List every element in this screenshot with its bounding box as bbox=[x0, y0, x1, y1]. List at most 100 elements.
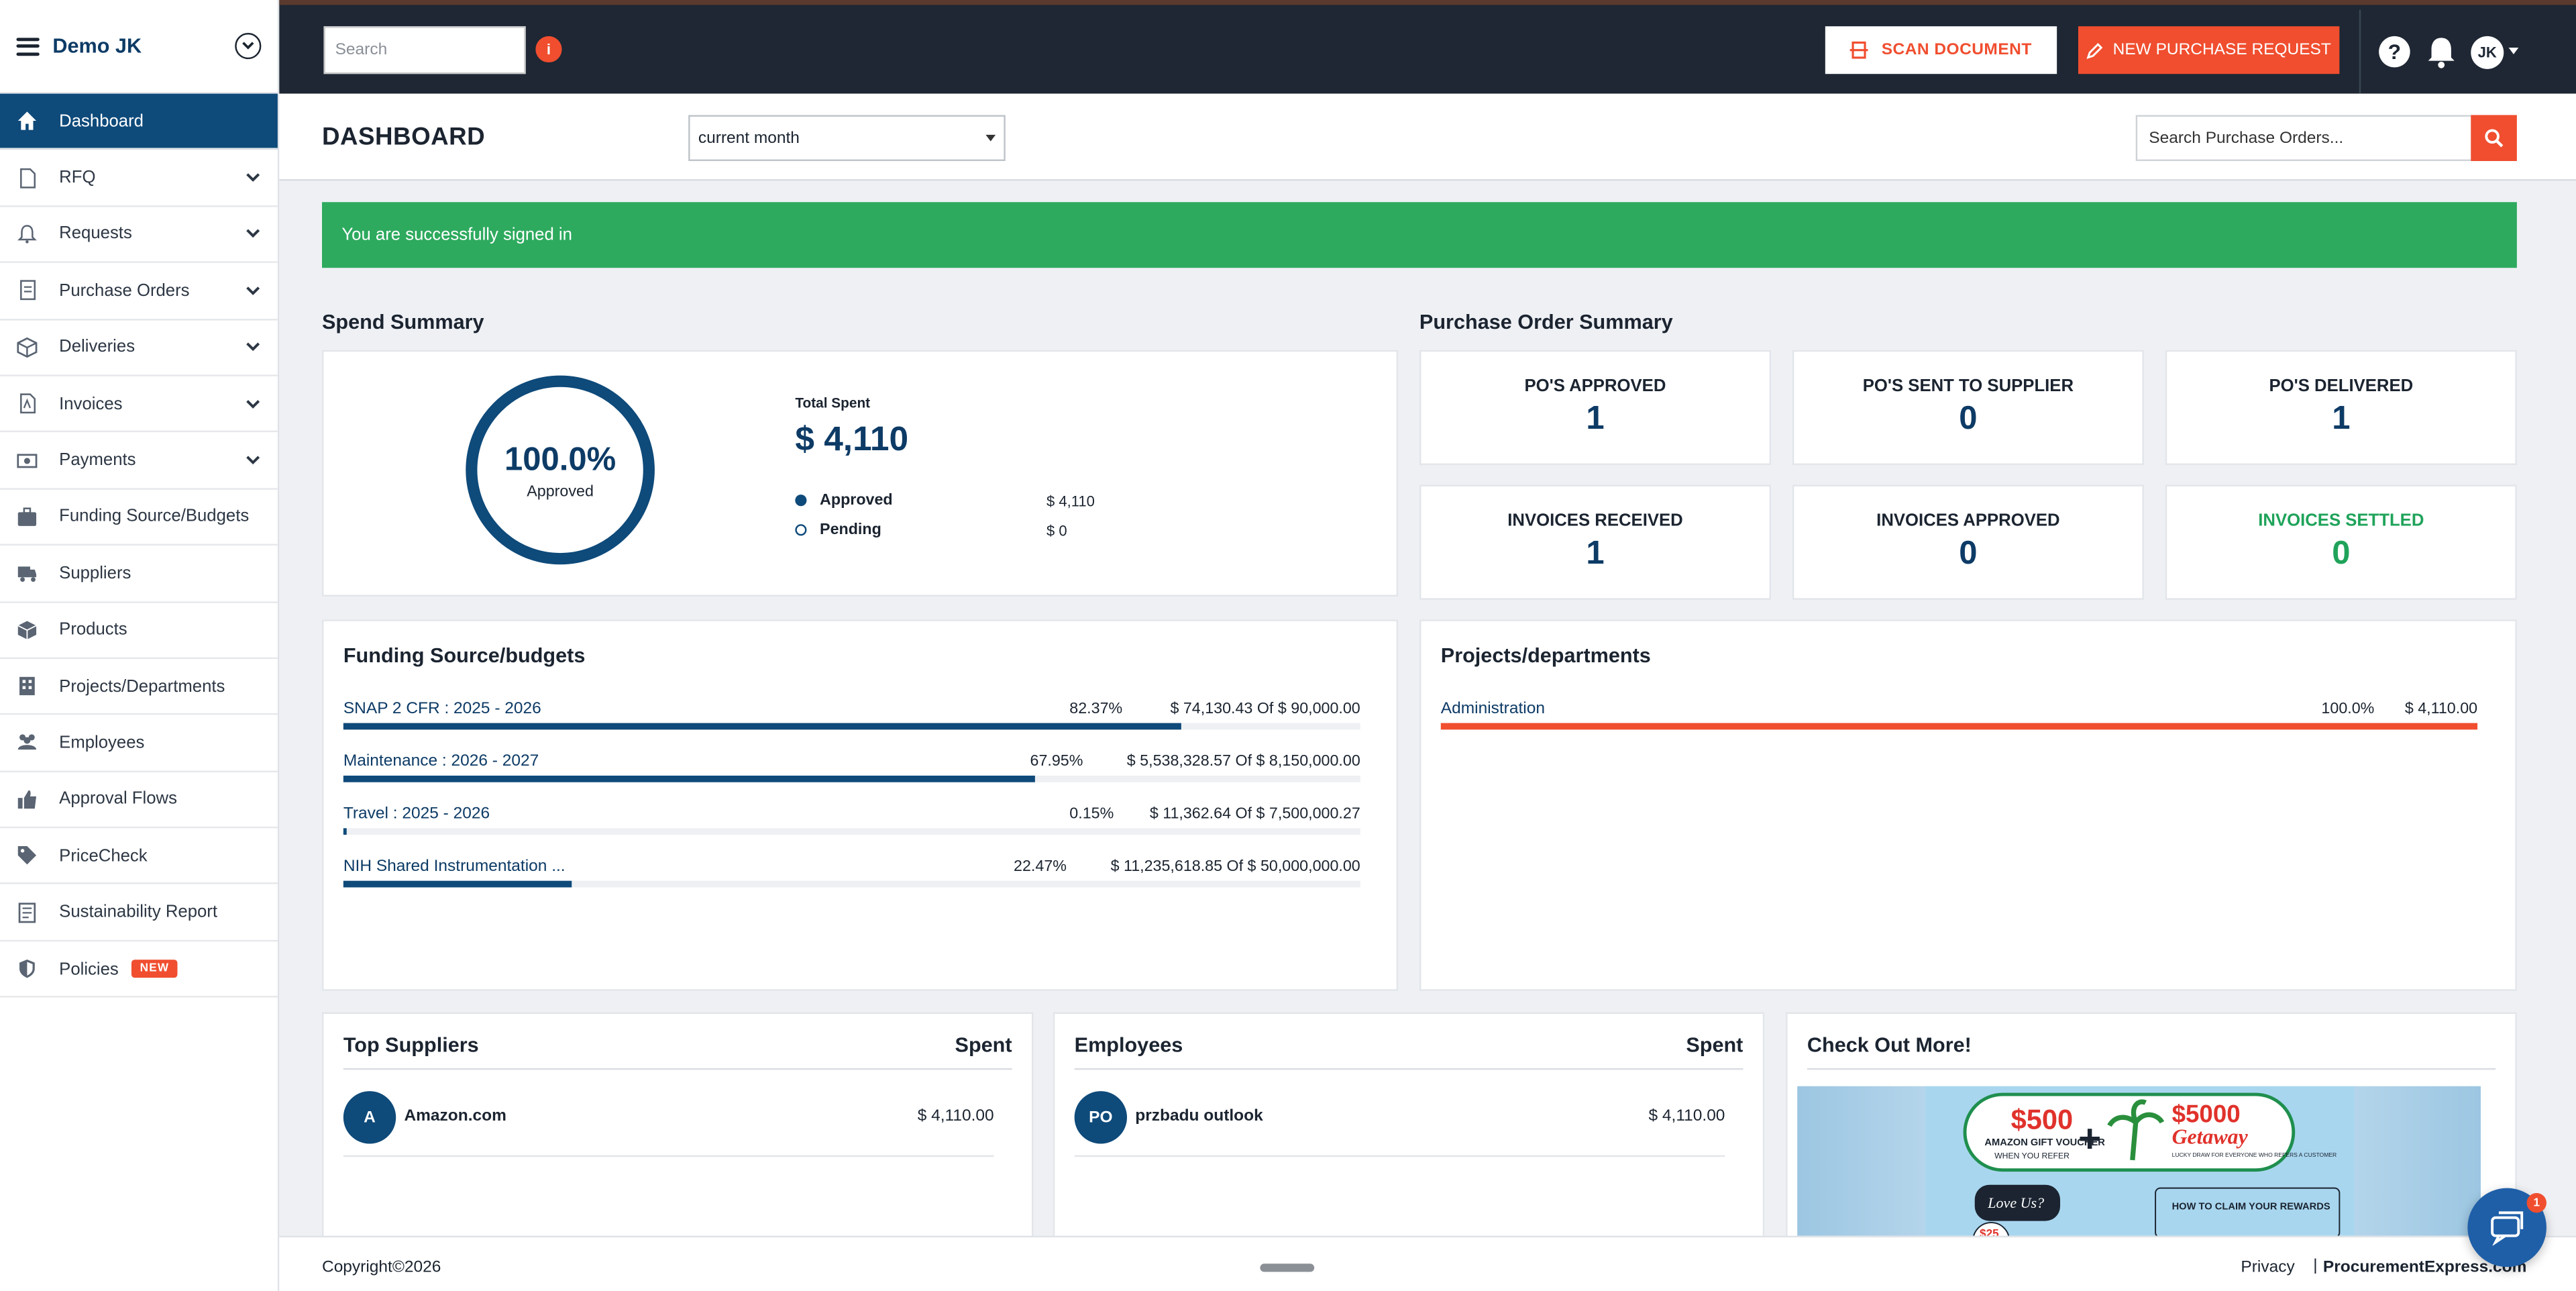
funding-name[interactable]: Travel : 2025 - 2026 bbox=[343, 805, 490, 823]
resize-handle[interactable] bbox=[1260, 1263, 1315, 1272]
top-suppliers-title: Top Suppliers bbox=[343, 1033, 479, 1057]
po-card-value: 1 bbox=[2332, 401, 2351, 437]
sidebar-item-label: Sustainability Report bbox=[59, 902, 218, 923]
sidebar-item-policies[interactable]: Policies NEW bbox=[0, 941, 278, 998]
cube-icon bbox=[16, 619, 38, 641]
employee-name[interactable]: przbadu outlook bbox=[1135, 1107, 1263, 1126]
funding-amount: $ 74,130.43 Of $ 90,000.00 bbox=[1170, 700, 1360, 719]
chevron-down-icon[interactable] bbox=[245, 282, 261, 299]
po-summary-card[interactable]: INVOICES APPROVED 0 bbox=[1792, 484, 2144, 600]
funding-name[interactable]: Maintenance : 2026 - 2027 bbox=[343, 752, 539, 771]
funding-row[interactable]: Maintenance : 2026 - 2027 67.95% $ 5,538,3… bbox=[343, 753, 1360, 786]
sidebar-item-label: Deliveries bbox=[59, 337, 136, 358]
project-row[interactable]: Administration 100.0% $ 4,110.00 bbox=[1440, 700, 2478, 733]
employees-title: Employees bbox=[1074, 1033, 1183, 1057]
chevron-down-icon[interactable] bbox=[245, 169, 261, 185]
funding-progress-fill bbox=[343, 828, 347, 835]
period-select[interactable]: current month bbox=[688, 115, 1006, 162]
project-name[interactable]: Administration bbox=[1440, 700, 1545, 719]
chevron-circle-down-icon[interactable] bbox=[235, 32, 262, 60]
po-card-label: INVOICES APPROVED bbox=[1876, 511, 2060, 531]
privacy-link[interactable]: Privacy bbox=[2241, 1258, 2295, 1277]
funding-row[interactable]: SNAP 2 CFR : 2025 - 2026 82.37% $ 74,130.4… bbox=[343, 700, 1360, 733]
help-icon[interactable]: ? bbox=[2379, 36, 2410, 68]
sidebar-item-products[interactable]: Products bbox=[0, 603, 278, 659]
info-icon[interactable]: i bbox=[535, 36, 562, 63]
sidebar-item-label: Suppliers bbox=[59, 563, 131, 583]
search-icon bbox=[2485, 129, 2504, 148]
funding-percent: 82.37% bbox=[1069, 700, 1123, 719]
sidebar-item-requests[interactable]: Requests bbox=[0, 207, 278, 264]
funding-percent: 67.95% bbox=[1030, 752, 1083, 771]
promo-getaway-amount: $5000 bbox=[2172, 1100, 2241, 1128]
footer-separator: | bbox=[2313, 1257, 2318, 1276]
new-purchase-request-button[interactable]: NEW PURCHASE REQUEST bbox=[2078, 26, 2340, 74]
scan-document-label: SCAN DOCUMENT bbox=[1881, 41, 2032, 60]
period-select-value: current month bbox=[698, 129, 800, 148]
po-search-input[interactable]: Search Purchase Orders... bbox=[2135, 115, 2473, 162]
po-summary-card[interactable]: INVOICES SETTLED 0 bbox=[2165, 484, 2517, 600]
po-summary-card[interactable]: PO'S SENT TO SUPPLIER 0 bbox=[1792, 350, 2144, 466]
po-card-value: 0 bbox=[1959, 401, 1978, 437]
sidebar-item-label-wrap: Purchase Orders bbox=[59, 280, 245, 300]
referral-promo-banner[interactable]: $500 AMAZON GIFT VOUCHER WHEN YOU REFER … bbox=[1797, 1086, 2481, 1243]
supplier-name[interactable]: Amazon.com bbox=[404, 1107, 506, 1126]
sidebar-item-projects-departments[interactable]: Projects/Departments bbox=[0, 659, 278, 716]
employee-row[interactable]: PO przbadu outlook $ 4,110.00 bbox=[1074, 1088, 1725, 1157]
funding-row[interactable]: Travel : 2025 - 2026 0.15% $ 11,362.64 Of … bbox=[343, 805, 1360, 838]
chevron-down-icon[interactable] bbox=[245, 395, 261, 411]
supplier-amount: $ 4,110.00 bbox=[917, 1107, 994, 1126]
legend-pending: Pending $ 0 bbox=[795, 521, 1067, 539]
po-summary-card[interactable]: PO'S APPROVED 1 bbox=[1419, 350, 1772, 466]
building-icon bbox=[16, 676, 38, 697]
sidebar-item-dashboard[interactable]: Dashboard bbox=[0, 93, 278, 150]
sidebar-item-pricecheck[interactable]: PriceCheck bbox=[0, 828, 278, 885]
employees-card: Employees Spent PO przbadu outlook $ 4,1… bbox=[1053, 1012, 1765, 1243]
funding-name[interactable]: NIH Shared Instrumentation ... bbox=[343, 858, 566, 876]
user-menu-caret-icon[interactable] bbox=[2508, 48, 2519, 54]
pdf-icon bbox=[16, 393, 38, 415]
promo-plus: + bbox=[2078, 1117, 2101, 1161]
chevron-down-icon[interactable] bbox=[245, 339, 261, 355]
sidebar-item-purchase-orders[interactable]: Purchase Orders bbox=[0, 263, 278, 320]
truck-icon bbox=[16, 562, 38, 584]
pencil-icon bbox=[2086, 42, 2103, 58]
notifications-bell-icon[interactable] bbox=[2425, 34, 2458, 68]
po-summary-card[interactable]: PO'S DELIVERED 1 bbox=[2165, 350, 2517, 466]
chevron-down-icon[interactable] bbox=[245, 452, 261, 468]
sidebar-item-payments[interactable]: Payments bbox=[0, 433, 278, 490]
global-search-input[interactable]: Search bbox=[323, 26, 526, 74]
sidebar-item-rfq[interactable]: RFQ bbox=[0, 150, 278, 207]
sidebar-item-invoices[interactable]: Invoices bbox=[0, 376, 278, 433]
hamburger-menu-icon[interactable] bbox=[16, 37, 40, 56]
funding-row[interactable]: NIH Shared Instrumentation ... 22.47% $ 11… bbox=[343, 858, 1360, 890]
sidebar-item-employees[interactable]: Employees bbox=[0, 715, 278, 772]
promo-getaway-label: Getaway bbox=[2172, 1125, 2249, 1149]
sidebar-item-funding-source-budgets[interactable]: Funding Source/Budgets bbox=[0, 489, 278, 546]
shield-icon bbox=[16, 958, 38, 980]
chevron-down-icon[interactable] bbox=[245, 226, 261, 242]
sidebar-item-label: Projects/Departments bbox=[59, 676, 225, 696]
po-summary-card[interactable]: INVOICES RECEIVED 1 bbox=[1419, 484, 1772, 600]
scan-document-button[interactable]: SCAN DOCUMENT bbox=[1825, 26, 2057, 74]
sidebar-item-label: Dashboard bbox=[59, 111, 144, 132]
funding-name[interactable]: SNAP 2 CFR : 2025 - 2026 bbox=[343, 700, 541, 719]
document-icon bbox=[16, 280, 38, 301]
sidebar-item-label-wrap: Requests bbox=[59, 224, 245, 244]
promo-graphic: $500 AMAZON GIFT VOUCHER WHEN YOU REFER … bbox=[1963, 1092, 2341, 1243]
user-avatar[interactable]: JK bbox=[2471, 36, 2504, 69]
po-card-label: PO'S DELIVERED bbox=[2269, 376, 2414, 397]
users-icon bbox=[16, 732, 38, 754]
po-search-button[interactable] bbox=[2471, 115, 2517, 162]
supplier-row[interactable]: A Amazon.com $ 4,110.00 bbox=[343, 1088, 994, 1157]
money-icon bbox=[16, 450, 38, 471]
sidebar-item-sustainability-report[interactable]: Sustainability Report bbox=[0, 885, 278, 941]
legend-pending-label: Pending bbox=[820, 521, 881, 539]
sidebar-item-label: Funding Source/Budgets bbox=[59, 507, 250, 527]
sidebar-item-approval-flows[interactable]: Approval Flows bbox=[0, 772, 278, 829]
sidebar-item-suppliers[interactable]: Suppliers bbox=[0, 546, 278, 603]
sidebar-item-deliveries[interactable]: Deliveries bbox=[0, 319, 278, 376]
po-card-label: PO'S APPROVED bbox=[1524, 376, 1666, 397]
company-name[interactable]: Demo JK bbox=[52, 34, 142, 58]
sidebar-item-label-wrap: RFQ bbox=[59, 168, 245, 187]
